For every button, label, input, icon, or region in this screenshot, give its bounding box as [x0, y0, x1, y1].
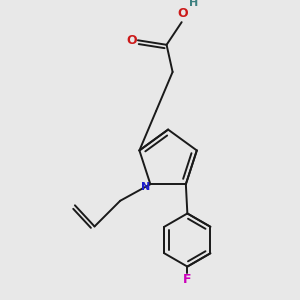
- Text: O: O: [126, 34, 136, 47]
- Text: O: O: [178, 7, 188, 20]
- Text: N: N: [141, 182, 150, 192]
- Text: F: F: [183, 273, 192, 286]
- Text: H: H: [188, 0, 198, 8]
